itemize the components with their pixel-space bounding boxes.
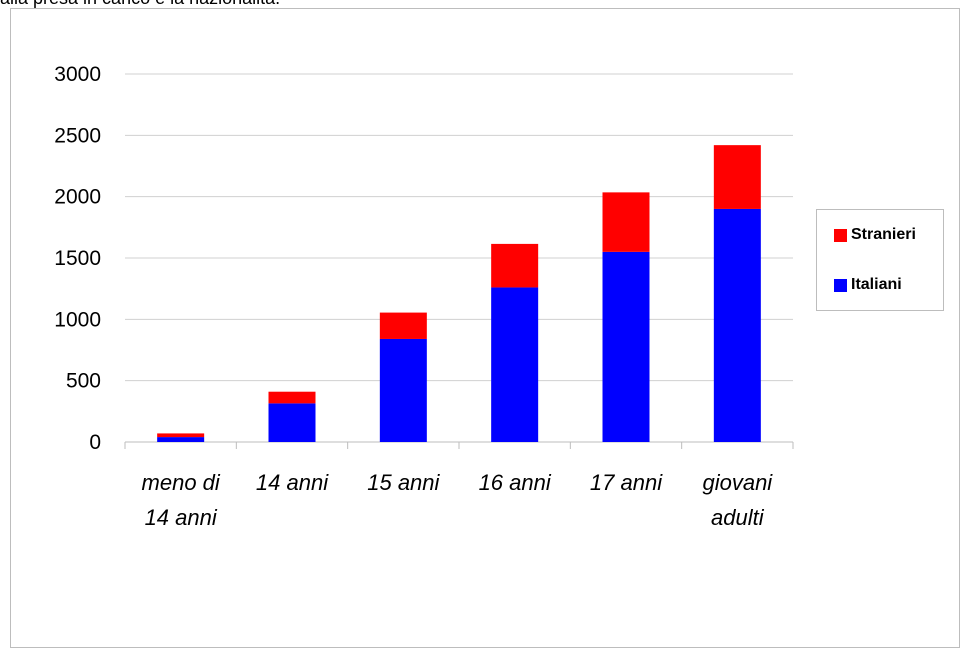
- bar-stranieri: [379, 312, 427, 339]
- y-tick-label: 1000: [54, 308, 101, 331]
- bar-stranieri: [491, 243, 539, 288]
- y-tick-label: 2000: [54, 186, 101, 209]
- bar-stranieri: [602, 192, 650, 252]
- legend-label-italiani: Italiani: [851, 276, 902, 293]
- bar-italiani: [157, 437, 205, 442]
- x-tick-label: 14 anni: [145, 505, 218, 530]
- x-tick-label: 16 anni: [479, 470, 552, 495]
- legend-swatch-stranieri: [834, 228, 847, 242]
- x-tick-label: meno di: [142, 470, 221, 495]
- legend: Stranieri Italiani: [816, 209, 944, 311]
- x-tick-label: 17 anni: [590, 470, 663, 495]
- y-tick-label: 500: [66, 370, 101, 393]
- chart-frame: [10, 8, 960, 648]
- top-caption: alla presa in carico e la nazionalità.: [0, 0, 280, 9]
- y-tick-label: 2500: [54, 124, 101, 147]
- y-tick-label: 1500: [54, 247, 101, 270]
- bar-stranieri: [713, 145, 761, 209]
- y-tick-label: 0: [89, 431, 101, 454]
- bar-italiani: [379, 338, 427, 442]
- bar-stranieri: [157, 433, 205, 438]
- y-tick-label: 3000: [54, 63, 101, 86]
- bar-italiani: [713, 208, 761, 442]
- x-tick-label: adulti: [711, 505, 765, 530]
- bar-italiani: [491, 287, 539, 442]
- x-tick-label: 14 anni: [256, 470, 329, 495]
- legend-swatch-italiani: [834, 278, 847, 292]
- x-tick-label: giovani: [702, 470, 773, 495]
- bar-stranieri: [268, 391, 316, 404]
- bar-italiani: [602, 251, 650, 442]
- legend-item-stranieri: Stranieri: [834, 226, 916, 244]
- legend-label-stranieri: Stranieri: [851, 226, 916, 243]
- x-tick-label: 15 anni: [367, 470, 440, 495]
- bar-italiani: [268, 403, 316, 442]
- legend-item-italiani: Italiani: [834, 276, 902, 294]
